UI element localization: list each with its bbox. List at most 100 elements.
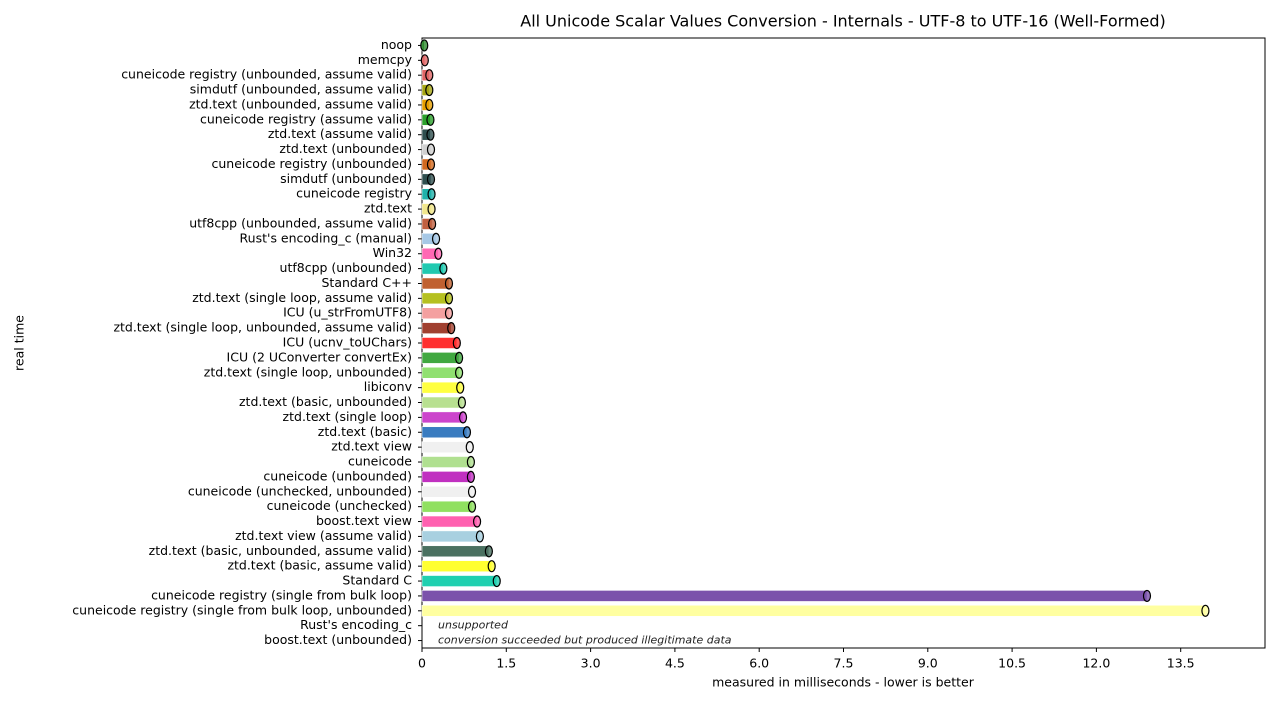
y-tick-label: boost.text (unbounded): [264, 632, 412, 647]
y-tick-label: cuneicode registry (unbounded): [212, 156, 412, 171]
bar-end-marker: [427, 188, 436, 201]
y-tick-label: ICU (ucnv_toUChars): [283, 335, 412, 350]
bar-end-marker: [475, 530, 484, 543]
bar-end-marker: [444, 292, 454, 305]
y-tick-label: ztd.text (unbounded, assume valid): [189, 96, 412, 111]
y-tick-label: utf8cpp (unbounded, assume valid): [189, 215, 412, 230]
bar: [421, 322, 452, 334]
y-tick-label: ztd.text (single loop): [283, 409, 412, 424]
y-tick-label: ztd.text (unbounded): [279, 141, 412, 156]
y-tick-label: ICU (2 UConverter convertEx): [227, 349, 412, 364]
bar-end-marker: [466, 455, 475, 469]
y-tick-label: ztd.text (single loop, unbounded): [204, 364, 412, 379]
bar: [421, 456, 472, 468]
y-tick-label: utf8cpp (unbounded): [280, 260, 412, 275]
bar-end-marker: [1201, 604, 1210, 617]
bar-end-marker: [420, 54, 429, 67]
bar-end-marker: [454, 351, 464, 364]
bar-end-marker: [428, 217, 437, 231]
y-tick-label: ztd.text (single loop, assume valid): [192, 290, 412, 305]
y-tick-label: ztd.text: [364, 201, 412, 216]
bar: [421, 575, 497, 587]
y-tick-label: ztd.text (single loop, unbounded, assume…: [113, 320, 412, 335]
bar: [421, 590, 1148, 602]
y-tick-label: Rust's encoding_c: [300, 617, 412, 632]
y-tick-label: cuneicode (unbounded): [263, 468, 412, 483]
bar-end-marker: [425, 98, 434, 112]
bar: [421, 337, 458, 349]
bar-end-marker: [426, 128, 435, 141]
y-tick-label: memcpy: [358, 52, 413, 67]
y-tick-label: ztd.text view (assume valid): [235, 528, 412, 543]
bar-end-marker: [467, 485, 477, 498]
y-tick-label: ztd.text view: [331, 439, 412, 454]
annotation: unsupported: [438, 619, 509, 632]
chart-title: All Unicode Scalar Values Conversion - I…: [520, 12, 1165, 31]
bar: [421, 515, 478, 528]
y-tick-label: Rust's encoding_c (manual): [240, 230, 412, 245]
bar-end-marker: [487, 560, 496, 573]
y-tick-label: ztd.text (basic, assume valid): [227, 558, 412, 573]
bar-end-marker: [426, 113, 435, 126]
x-axis-label: measured in milliseconds - lower is bett…: [712, 675, 975, 690]
y-tick-label: noop: [381, 37, 412, 52]
bar-end-marker: [492, 574, 501, 588]
y-tick-label: cuneicode registry (single from bulk loo…: [72, 602, 412, 617]
bar-end-marker: [444, 277, 454, 290]
y-tick-label: cuneicode registry (single from bulk loo…: [151, 587, 412, 602]
y-tick-label: ztd.text (basic, unbounded, assume valid…: [149, 543, 412, 558]
bar-end-marker: [426, 143, 436, 156]
bar-end-marker: [426, 173, 436, 186]
bar: [421, 426, 468, 439]
x-tick-label: 1.5: [496, 656, 516, 671]
y-tick-label: ICU (u_strFromUTF8): [283, 305, 412, 320]
bar-end-marker: [425, 83, 434, 97]
bar-end-marker: [467, 500, 477, 513]
bar: [421, 381, 461, 394]
bar: [421, 530, 481, 543]
y-tick-label: Standard C++: [321, 275, 412, 290]
x-tick-label: 7.5: [834, 656, 854, 671]
bar-end-marker: [462, 426, 472, 439]
bar-end-marker: [431, 232, 441, 245]
x-tick-label: 12.0: [1082, 656, 1110, 671]
bar-end-marker: [466, 470, 475, 484]
bar: [421, 352, 460, 364]
bar-end-marker: [444, 307, 454, 320]
y-tick-label: simdutf (unbounded, assume valid): [190, 82, 412, 97]
bar-end-marker: [426, 158, 436, 171]
bar-end-marker: [472, 515, 482, 528]
bar: [421, 605, 1206, 617]
y-tick-label: libiconv: [364, 379, 413, 394]
y-tick-label: ztd.text (basic): [318, 424, 412, 439]
bar: [421, 367, 460, 379]
y-tick-label: cuneicode registry (unbounded, assume va…: [121, 67, 412, 82]
y-tick-label: simdutf (unbounded): [280, 171, 412, 186]
bar: [421, 441, 471, 453]
bar: [421, 471, 472, 483]
annotation: conversion succeeded but produced illegi…: [438, 634, 732, 647]
y-tick-label: cuneicode registry (assume valid): [200, 111, 412, 126]
x-tick-label: 3.0: [581, 656, 601, 671]
y-tick-label: cuneicode: [348, 454, 412, 469]
x-tick-label: 9.0: [918, 656, 938, 671]
bar-end-marker: [447, 322, 456, 335]
y-tick-label: cuneicode (unchecked, unbounded): [188, 483, 412, 498]
bar-end-marker: [457, 396, 467, 409]
x-tick-label: 6.0: [749, 656, 769, 671]
bar-end-marker: [456, 381, 465, 394]
bar-end-marker: [454, 366, 464, 379]
bar-end-marker: [484, 545, 493, 558]
y-tick-label: cuneicode (unchecked): [267, 498, 412, 513]
bar-end-marker: [425, 69, 434, 82]
bar-end-marker: [434, 247, 443, 260]
plot-frame: [421, 37, 1266, 649]
bar: [421, 486, 473, 498]
bar-end-marker: [465, 441, 474, 454]
x-tick-label: 4.5: [665, 656, 685, 671]
y-tick-label: ztd.text (assume valid): [268, 126, 412, 141]
bar: [421, 545, 490, 558]
bar-end-marker: [420, 39, 429, 52]
y-tick-label: Standard C: [342, 573, 412, 588]
bar-end-marker: [452, 336, 461, 350]
